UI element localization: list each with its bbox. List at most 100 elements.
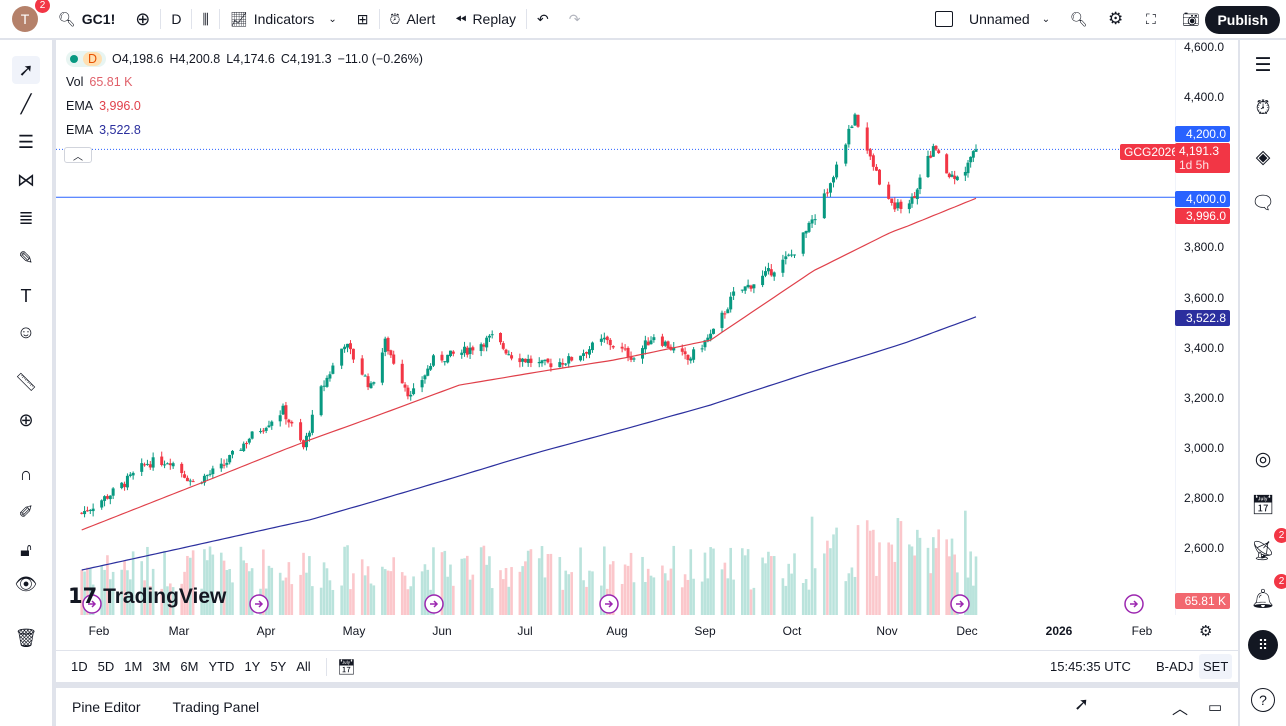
trash-icon[interactable]: 🗑︎ — [14, 627, 38, 648]
time-axis[interactable]: Feb Mar Apr May Jun Jul Aug Sep Oct Nov Dec 2026 Feb — [56, 620, 1238, 642]
candle-body — [540, 360, 544, 364]
volume-bar — [123, 560, 126, 615]
volume-bar — [526, 550, 530, 615]
volume-bar — [767, 551, 770, 615]
volume-legend[interactable]: Vol 65.81 K — [66, 75, 133, 89]
ruler-icon[interactable]: 📏︎ — [14, 371, 38, 392]
redo-button[interactable]: ↷ — [559, 0, 591, 38]
cursor-icon[interactable]: ➚ — [12, 56, 40, 84]
replay-button[interactable]: ⏪︎ Replay — [455, 10, 517, 28]
range-1d[interactable]: 1D — [71, 659, 88, 674]
chat-icon[interactable]: 🗨︎ — [1250, 193, 1276, 214]
range-ytd[interactable]: YTD — [208, 659, 235, 674]
volume-bar — [649, 575, 653, 615]
maximize-icon[interactable]: ▭ — [1208, 699, 1223, 716]
candle-body — [611, 346, 615, 348]
range-5d[interactable]: 5D — [97, 659, 115, 674]
pine-editor-tab[interactable]: Pine Editor — [72, 699, 141, 715]
brush-icon[interactable]: ✎ — [18, 247, 34, 268]
ema2-legend[interactable]: EMA 3,522.8 — [66, 123, 141, 137]
candle-body — [585, 352, 589, 354]
eye-icon[interactable]: 👁︎ — [14, 573, 38, 594]
candle-body — [761, 275, 765, 286]
zoom-in-icon[interactable]: ⊕ — [18, 409, 34, 430]
candle-body — [868, 149, 872, 157]
range-6m[interactable]: 6M — [180, 659, 199, 674]
pattern-icon[interactable]: ⋈ — [17, 169, 35, 190]
gear-icon: ⚙ — [1108, 9, 1124, 28]
volume-bar — [160, 588, 164, 615]
trend-line-icon[interactable]: ╱ — [20, 93, 32, 114]
volume-bar — [308, 556, 311, 615]
range-all[interactable]: All — [296, 659, 311, 674]
indicators-button[interactable]: 📈︎ Indicators ⌄ — [229, 10, 337, 28]
price-chart[interactable] — [56, 40, 1238, 682]
range-1y[interactable]: 1Y — [244, 659, 261, 674]
watchlist-icon[interactable]: ☰ — [1254, 54, 1272, 76]
candle-body — [828, 183, 832, 193]
text-icon[interactable]: T — [20, 285, 32, 306]
candle-body — [931, 146, 935, 157]
candle-body — [743, 286, 747, 291]
undo-button[interactable]: ↶ — [527, 0, 559, 38]
price-axis[interactable]: 4,600.0 4,400.0 3,800.0 3,600.0 3,400.0 3,200… — [1175, 40, 1238, 615]
volume-bar — [186, 555, 189, 615]
apps-grid-icon[interactable]: ⠿ — [1248, 630, 1278, 660]
volume-bar — [908, 544, 911, 615]
b-adj-toggle[interactable]: B-ADJ — [1156, 659, 1194, 674]
lock-drawings-icon[interactable]: ✐ — [18, 501, 34, 522]
ideas-stream-icon[interactable]: 📡︎ 2 — [1250, 528, 1286, 564]
lock-icon[interactable]: 🔓︎ — [20, 539, 32, 560]
alerts-clock-icon[interactable]: ⏰︎ — [1255, 98, 1271, 119]
volume-bar — [369, 583, 373, 615]
publish-button[interactable]: Publish — [1205, 6, 1280, 34]
symbol-search[interactable]: 🔍︎ GC1! — [38, 0, 125, 38]
candle-body — [287, 419, 291, 423]
volume-bar — [499, 570, 502, 615]
trading-panel-tab[interactable]: Trading Panel — [172, 699, 260, 715]
candle-body — [626, 347, 630, 358]
alert-button[interactable]: ⏰︎ Alert — [389, 10, 436, 28]
axis-settings-icon[interactable]: ⚙ — [1199, 623, 1213, 640]
help-icon[interactable]: ? — [1251, 688, 1275, 712]
layers-icon[interactable]: ◈ — [1255, 146, 1271, 168]
bar-countdown: 1d 5h — [1179, 158, 1210, 172]
fib-icon[interactable]: ≣ — [18, 207, 34, 228]
collapse-legend-button[interactable]: ︿ — [64, 147, 92, 163]
calendar-icon[interactable]: 📅︎ — [336, 658, 356, 676]
target-icon[interactable]: ◎ — [1254, 448, 1272, 470]
ema1-legend[interactable]: EMA 3,996.0 — [66, 99, 141, 113]
compare-button[interactable]: ⊕ — [125, 0, 160, 38]
candle-body — [264, 427, 268, 431]
layout-button[interactable]: Unnamed ⌄ — [925, 0, 1060, 38]
emoji-icon[interactable]: ☺ — [16, 321, 36, 342]
screenshot-button[interactable]: 📷︎ — [1172, 0, 1210, 38]
quick-search-button[interactable]: 🔍︎ — [1060, 0, 1098, 38]
volume-bar — [191, 550, 195, 615]
fullscreen-button[interactable]: ⛶ — [1136, 0, 1166, 38]
chart-type-button[interactable]: ⫼ — [192, 0, 218, 38]
settings-button[interactable]: ⚙ — [1098, 0, 1133, 38]
magnet-icon[interactable]: ∩ — [19, 463, 33, 484]
candle-body — [649, 340, 653, 345]
time-tick: Oct — [782, 624, 802, 638]
range-3m[interactable]: 3M — [152, 659, 171, 674]
volume-bar — [826, 540, 829, 615]
interval-button[interactable]: D — [171, 11, 182, 27]
session-toggle[interactable]: SET — [1199, 654, 1233, 679]
templates-button[interactable]: ⊞ — [347, 0, 379, 38]
range-1m[interactable]: 1M — [124, 659, 143, 674]
bell-icon[interactable]: 🔔︎ 2 — [1250, 574, 1286, 612]
volume-bar — [761, 557, 764, 615]
horizontal-lines-icon[interactable]: ☰ — [17, 131, 35, 152]
candle-body — [769, 269, 773, 276]
chart-pane[interactable]: D O4,198.6 H4,200.8 L4,174.6 C4,191.3 −1… — [56, 40, 1238, 682]
volume-bar — [608, 564, 612, 615]
chevron-up-icon[interactable]: ︿ — [1172, 701, 1189, 718]
candle-body — [856, 114, 860, 127]
calendar-icon[interactable]: 📅︎ — [1250, 495, 1276, 516]
volume-bar — [406, 589, 410, 615]
range-5y[interactable]: 5Y — [270, 659, 287, 674]
clock[interactable]: 15:45:35 UTC — [1050, 659, 1131, 674]
